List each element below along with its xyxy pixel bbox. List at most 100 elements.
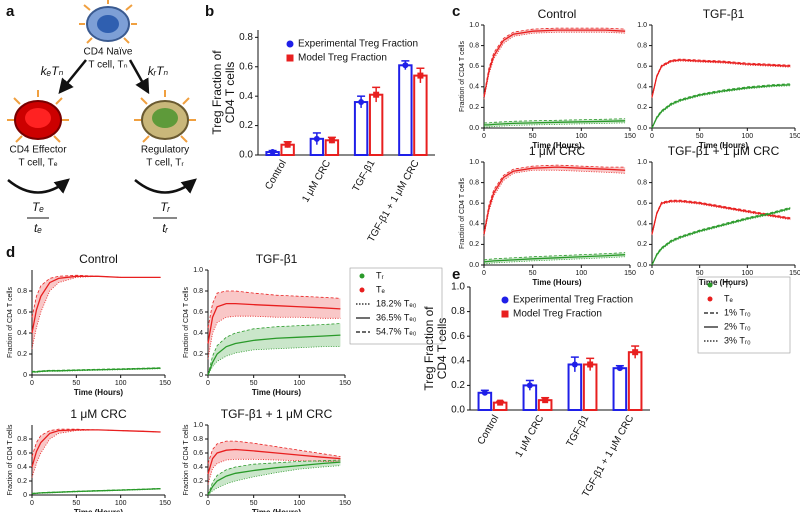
y-tick-label: 0.6	[193, 450, 203, 457]
line	[651, 207, 791, 266]
x-tick-label: TGF-β1	[565, 413, 592, 449]
y-tick-label: 0.6	[469, 200, 479, 207]
y-tick-label: 0.8	[637, 179, 647, 186]
y-axis-label: Fraction of CD4 T cells	[459, 178, 466, 249]
x-tick-label: 100	[115, 500, 127, 507]
y-tick-label: 0.4	[451, 355, 465, 366]
x-tick-label: 100	[741, 133, 753, 140]
band	[652, 83, 791, 128]
legend-label: 36.5% Tₑ₀	[376, 312, 417, 322]
y-tick-label: 0.4	[637, 84, 647, 91]
line	[207, 448, 341, 475]
bar	[612, 367, 628, 411]
x-tick-label: 1 μM CRC	[300, 158, 333, 204]
bar	[368, 93, 384, 156]
x-tick-label: TGF-β1 + 1 μM CRC	[580, 413, 636, 499]
line	[483, 166, 626, 235]
x-tick-label: 50	[250, 380, 258, 387]
y-axis-label: Fraction of CD4 T cells	[459, 41, 466, 112]
line	[484, 120, 626, 126]
fraction-numerator: Tₑ	[32, 200, 44, 214]
x-tick-label: 100	[575, 270, 587, 277]
bound-line	[207, 315, 341, 360]
chart-title: Control	[79, 252, 118, 266]
bound-line	[207, 346, 341, 376]
bar	[413, 74, 428, 156]
y-tick-label: 0.4	[193, 464, 203, 471]
y-tick-label: 1.0	[637, 159, 647, 166]
bar	[582, 363, 598, 411]
line	[31, 275, 161, 334]
panel-label: b	[205, 3, 214, 20]
legend-label: Model Treg Fraction	[513, 309, 602, 320]
panel-label: e	[452, 266, 460, 283]
x-axis-label: Time (Hours)	[532, 141, 582, 150]
band	[652, 200, 791, 236]
rate-label: kₑTₙ	[41, 64, 64, 78]
x-tick-label: 100	[293, 380, 305, 387]
x-tick-label: 0	[30, 500, 34, 507]
y-tick-label: 0.8	[637, 42, 647, 49]
legend-label: Tₑ	[376, 284, 385, 294]
mean-dot	[616, 365, 623, 372]
x-axis-label: Time (Hours)	[252, 508, 302, 512]
y-tick-label: 0.8	[239, 32, 253, 43]
chart-title: TGF-β1	[703, 7, 745, 21]
mean-dot	[358, 99, 365, 106]
x-tick-label: TGF-β1 + 1 μM CRC	[366, 158, 422, 244]
y-tick-label: 0.8	[193, 436, 203, 443]
y-tick-label: 0.4	[17, 464, 27, 471]
y-tick-label: 0.0	[469, 262, 479, 269]
band	[652, 207, 791, 265]
chart-title: TGF-β1 + 1 μM CRC	[668, 144, 780, 158]
legend-label: Experimental Treg Fraction	[513, 295, 633, 306]
legend-label: 54.7% Tₑ₀	[376, 326, 417, 336]
panel-label: d	[6, 244, 15, 261]
x-tick-label: 1 μM CRC	[513, 413, 546, 459]
line	[207, 334, 341, 376]
legend-marker	[359, 273, 365, 279]
band	[208, 323, 341, 375]
mean-dot	[571, 361, 578, 368]
y-tick-label: 0.6	[637, 63, 647, 70]
cell-label: CD4 Effector	[9, 145, 67, 156]
y-axis-label: CD4 T cells	[435, 318, 449, 380]
legend-label: 18.2% Tₑ₀	[376, 298, 417, 308]
x-tick-label: 150	[159, 500, 171, 507]
line	[651, 59, 791, 98]
x-tick-label: 50	[72, 500, 80, 507]
cell-label: T cell, Tᵣ	[146, 158, 184, 169]
bar	[398, 64, 413, 156]
legend-label: Model Treg Fraction	[298, 53, 387, 64]
line	[483, 254, 626, 263]
x-tick-label: 0	[482, 270, 486, 277]
bound-line	[651, 199, 791, 234]
y-tick-label: 0.2	[469, 104, 479, 111]
y-tick-label: 0.8	[17, 436, 27, 443]
chart-title: TGF-β1	[256, 252, 298, 266]
legend-marker	[501, 310, 509, 318]
y-tick-label: 0.2	[17, 351, 27, 358]
bar	[627, 351, 643, 412]
x-tick-label: 150	[339, 380, 351, 387]
y-tick-label: 0.2	[193, 351, 203, 358]
x-tick-label: Control	[476, 413, 502, 446]
legend-label: Tᵣ	[724, 279, 732, 289]
x-axis-label: Time (Hours)	[74, 508, 124, 512]
chart-title: TGF-β1 + 1 μM CRC	[221, 407, 333, 421]
legend-marker	[359, 287, 365, 293]
legend-marker	[501, 296, 509, 304]
chart-title: 1 μM CRC	[529, 144, 586, 158]
y-axis-label: CD4 T cells	[223, 62, 237, 124]
chart-title: 1 μM CRC	[70, 407, 127, 421]
x-tick-label: 150	[624, 133, 636, 140]
bar	[353, 101, 369, 156]
line	[483, 29, 626, 98]
y-tick-label: 0.6	[637, 200, 647, 207]
x-tick-label: 50	[72, 380, 80, 387]
y-tick-label: 1.0	[193, 267, 203, 274]
y-tick-label: 0.8	[469, 179, 479, 186]
x-tick-label: 0	[206, 500, 210, 507]
x-axis-label: Time (Hours)	[699, 141, 749, 150]
